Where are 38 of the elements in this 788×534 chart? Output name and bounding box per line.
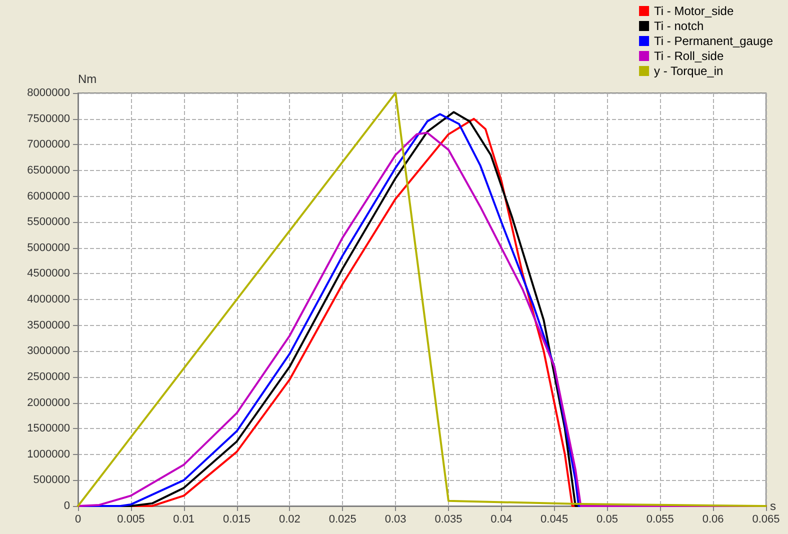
y-tick-label: 6000000 <box>27 190 70 202</box>
x-tick-label: 0.065 <box>752 514 780 526</box>
y-tick-label: 4000000 <box>27 294 70 306</box>
x-tick-label: 0.04 <box>490 514 512 526</box>
x-tick-label: 0.02 <box>278 514 300 526</box>
x-tick-label: 0.05 <box>596 514 618 526</box>
y-tick-label: 0 <box>64 500 70 512</box>
y-tick-label: 5000000 <box>27 242 70 254</box>
y-tick-label: 3500000 <box>27 319 70 332</box>
x-tick-label: 0.005 <box>117 514 145 526</box>
y-tick-label: 7500000 <box>27 112 70 125</box>
y-tick-label: 8000000 <box>27 87 70 99</box>
y-tick-label: 1500000 <box>27 422 70 435</box>
y-tick-label: 3000000 <box>27 345 70 358</box>
legend-label: Ti - Motor_side <box>654 4 734 18</box>
x-tick-label: 0.015 <box>223 514 251 526</box>
legend-label: Ti - notch <box>654 19 704 33</box>
y-tick-label: 7000000 <box>27 138 70 151</box>
y-tick-label: 4500000 <box>27 268 70 280</box>
x-tick-label: 0 <box>74 514 82 526</box>
x-tick-label: 0.03 <box>384 514 406 526</box>
y-tick-label: 2000000 <box>27 396 70 409</box>
y-tick-label: 2500000 <box>27 370 70 383</box>
legend-label: Ti - Permanent_gauge <box>654 34 774 48</box>
y-tick-label: 500000 <box>33 474 70 486</box>
x-tick-label: 0.035 <box>434 514 462 526</box>
legend-label: Ti - Roll_side <box>654 49 724 63</box>
x-tick-label: 0.045 <box>540 514 568 526</box>
y-tick-label: 5500000 <box>27 216 70 228</box>
y-tick-label: 6500000 <box>27 164 70 176</box>
x-tick-label: 0.025 <box>328 514 356 526</box>
x-tick-label: 0.01 <box>173 514 195 526</box>
x-axis-title: s <box>770 499 776 513</box>
x-tick-label: 0.055 <box>646 514 674 526</box>
x-tick-label: 0.06 <box>702 514 724 526</box>
y-axis-title: Nm <box>78 72 97 86</box>
legend-label: y - Torque_in <box>654 64 724 78</box>
y-tick-label: 1000000 <box>27 448 70 460</box>
